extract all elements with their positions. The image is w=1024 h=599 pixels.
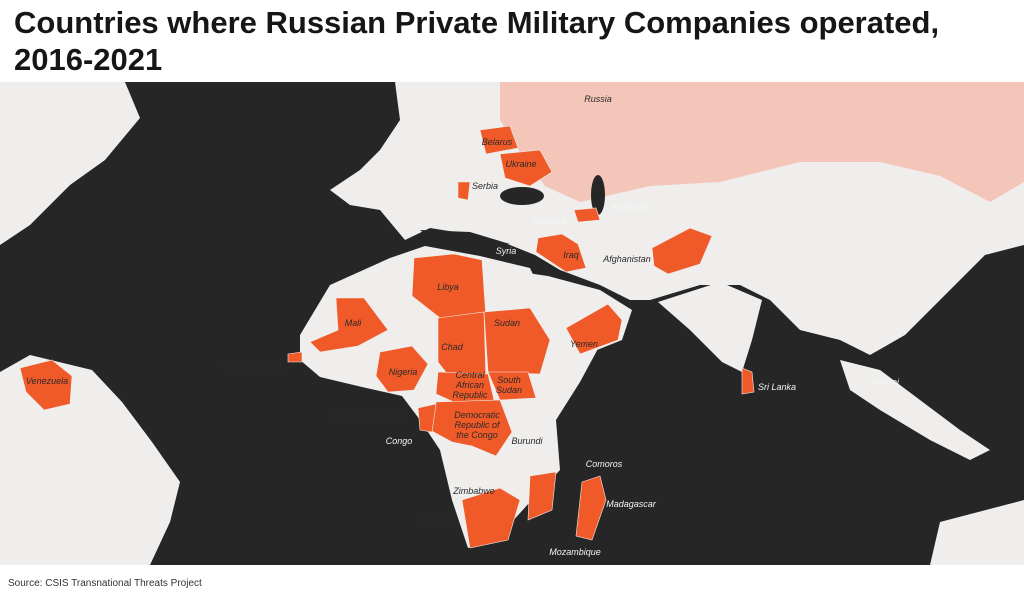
country-label: Iraq [563, 250, 579, 260]
country-label: Yemen [569, 339, 599, 349]
country-label: Chad [441, 342, 463, 352]
country-label: Belarus [481, 137, 513, 147]
highlighted-countries [19, 125, 755, 549]
country-label: Russia [584, 94, 612, 104]
country-label: Congo [385, 436, 413, 446]
country-label: Armenia [532, 216, 566, 226]
country-label: Afghanistan [603, 254, 651, 264]
country-label: Burundi [511, 436, 543, 446]
country-label: Mali [344, 318, 362, 328]
source: Source: CSIS Transnational Threats Proje… [8, 578, 202, 589]
country-label: Mozambique [549, 547, 601, 557]
country-label: Libya [437, 282, 459, 292]
country-label: Serbia [471, 181, 498, 191]
country-label: Nigeria [388, 367, 418, 377]
country-label: Sudan [493, 318, 521, 328]
title: Countries where Russian Private Military… [14, 5, 940, 77]
country-label: Azerbaijan [610, 202, 654, 212]
country-label: Ukraine [505, 159, 537, 169]
country-label: Equatorial Guinea [331, 409, 405, 419]
russia-area [500, 82, 1024, 202]
country-label: Madagascar [606, 499, 656, 509]
country-label: Brunei [872, 377, 899, 387]
country-label: Botswana [418, 516, 458, 526]
country-label: Central African Republic [452, 370, 488, 400]
country-label: Sri Lanka [757, 382, 797, 392]
country-label: Guinea-Bissau [222, 361, 282, 371]
country-label: Democratic Republic of the Congo [454, 410, 500, 440]
country-label: Venezuela [25, 376, 69, 386]
map [0, 82, 1024, 565]
inland-seas [420, 175, 605, 252]
country-label: Syria [495, 246, 517, 256]
country-label: Comoros [585, 459, 623, 469]
country-label: Zimbabwe [453, 486, 495, 496]
country-label: South Sudan [495, 375, 523, 395]
